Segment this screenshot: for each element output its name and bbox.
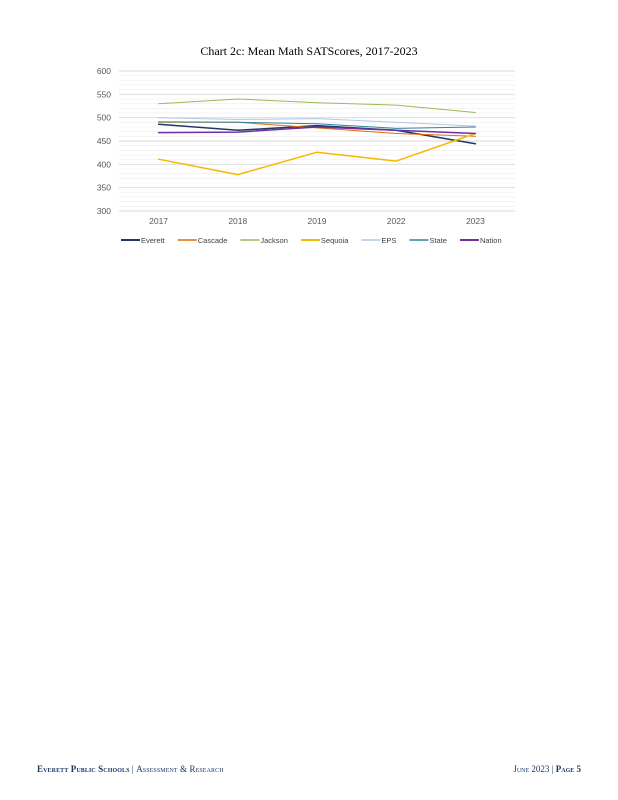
x-tick-label: 2023	[466, 216, 485, 226]
legend-label: Cascade	[198, 236, 228, 245]
y-tick-label: 350	[97, 183, 111, 193]
legend-label: EPS	[381, 236, 396, 245]
y-tick-label: 500	[97, 113, 111, 123]
series-line-jackson	[158, 98, 476, 113]
footer-separator: |	[131, 764, 134, 774]
footer-page-number: Page 5	[555, 764, 581, 774]
footer-org-name: Everett Public Schools	[37, 764, 130, 774]
x-tick-label: 2022	[387, 216, 406, 226]
series-line-cascade	[158, 121, 476, 137]
footer-organization: Everett Public Schools | Assessment & Re…	[37, 764, 224, 774]
series-line-nation	[157, 126, 477, 135]
y-tick-label: 550	[97, 89, 111, 99]
legend-label: Everett	[141, 236, 166, 245]
footer-department: Assessment & Research	[136, 764, 224, 774]
legend-label: Jackson	[260, 236, 288, 245]
legend-label: Nation	[480, 236, 502, 245]
x-tick-label: 2018	[228, 216, 247, 226]
x-tick-label: 2019	[308, 216, 327, 226]
series-line-state	[158, 121, 476, 129]
x-tick-label: 2017	[149, 216, 168, 226]
series-line-sequoia	[157, 132, 477, 176]
legend-label: Sequoia	[321, 236, 349, 245]
footer-page-separator: |	[551, 764, 554, 774]
y-tick-label: 400	[97, 159, 111, 169]
footer-date: June 2023	[513, 764, 550, 774]
legend-label: State	[429, 236, 447, 245]
y-tick-label: 450	[97, 136, 111, 146]
chart-title: Chart 2c: Mean Math SATScores, 2017-2023	[200, 44, 418, 58]
y-tick-label: 300	[97, 206, 111, 216]
y-tick-label: 600	[97, 66, 111, 76]
footer-page-info: June 2023 | Page 5	[513, 764, 581, 774]
series-line-eps	[158, 117, 476, 127]
